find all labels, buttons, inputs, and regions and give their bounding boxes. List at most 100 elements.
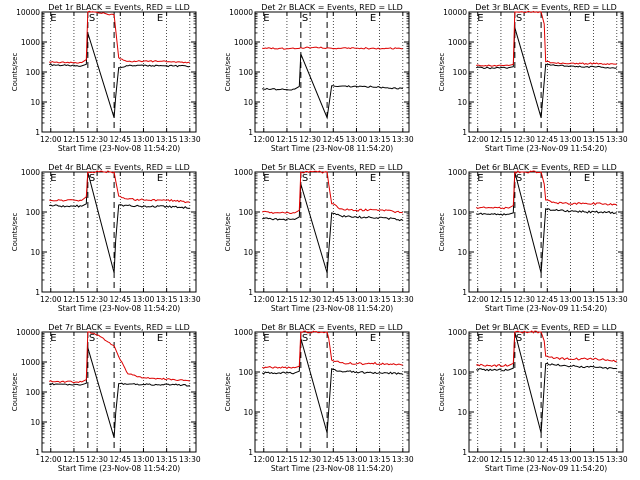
- x-tick-label: 13:15: [156, 295, 178, 304]
- chart-panel: 12:00 12:15 12:30 12:45 13:00 13:15 13:30 1 10 10…: [438, 3, 628, 153]
- chart-title: Det 2r BLACK = Events, RED = LLD: [261, 3, 403, 12]
- interval-marker: S: [89, 173, 95, 184]
- x-axis-label: Start Time (23-Nov-08 11:54:20): [58, 304, 180, 313]
- chart-panel: 12:00 12:15 12:30 12:45 13:00 13:15 13:30 1 10 10…: [11, 163, 201, 313]
- y-axis-label: Counts/sec: [438, 213, 446, 252]
- y-tick-label: 1: [462, 128, 467, 137]
- interval-marker: S: [516, 333, 522, 344]
- y-tick-label: 100: [26, 68, 41, 77]
- series-line-events: [476, 171, 617, 274]
- x-tick-label: 12:45: [322, 295, 344, 304]
- y-tick-label: 10: [30, 98, 40, 107]
- series-line-events: [262, 183, 404, 274]
- y-tick-label: 1000: [448, 328, 467, 337]
- y-tick-label: 1000: [21, 358, 40, 367]
- x-tick-label: 12:15: [490, 455, 512, 464]
- chart-title: Det 3r BLACK = Events, RED = LLD: [475, 3, 617, 12]
- x-tick-label: 12:45: [536, 295, 558, 304]
- chart-title: Det 4r BLACK = Events, RED = LLD: [48, 163, 190, 172]
- interval-marker: E: [370, 173, 376, 184]
- chart-title: Det 9r BLACK = Events, RED = LLD: [475, 323, 617, 332]
- x-tick-label: 12:30: [86, 455, 108, 464]
- chart-title: Det 6r BLACK = Events, RED = LLD: [475, 163, 617, 172]
- x-tick-label: 12:30: [299, 455, 321, 464]
- x-tick-label: 13:00: [346, 135, 368, 144]
- x-tick-label: 13:30: [392, 135, 414, 144]
- y-tick-label: 10: [457, 248, 467, 257]
- interval-marker: S: [302, 173, 308, 184]
- y-tick-label: 10: [30, 418, 40, 427]
- interval-marker: E: [50, 333, 56, 344]
- x-tick-label: 12:30: [86, 295, 108, 304]
- interval-marker: E: [477, 13, 483, 24]
- x-tick-label: 12:30: [299, 135, 321, 144]
- x-tick-label: 13:30: [179, 455, 201, 464]
- interval-marker: S: [302, 333, 308, 344]
- x-tick-label: 12:45: [109, 295, 131, 304]
- interval-marker: E: [157, 13, 163, 24]
- series-line-events: [49, 32, 190, 118]
- interval-marker: E: [584, 333, 590, 344]
- series-line-lld: [49, 331, 190, 384]
- x-tick-label: 12:45: [109, 135, 131, 144]
- series-line-events: [475, 331, 617, 434]
- interval-marker: S: [516, 173, 522, 184]
- x-tick-label: 12:00: [253, 135, 275, 144]
- x-tick-label: 13:30: [606, 135, 628, 144]
- series-line-lld: [49, 170, 190, 204]
- y-axis-label: Counts/sec: [438, 53, 446, 92]
- y-tick-label: 10: [457, 98, 467, 107]
- plot-frame: [468, 171, 624, 293]
- interval-marker: S: [89, 333, 95, 344]
- plot-frame: [254, 171, 410, 293]
- chart-title: Det 8r BLACK = Events, RED = LLD: [261, 323, 403, 332]
- y-tick-label: 10000: [229, 8, 253, 17]
- x-tick-label: 12:15: [63, 295, 85, 304]
- x-tick-label: 13:30: [179, 135, 201, 144]
- series-line-events: [49, 171, 190, 274]
- x-tick-label: 13:00: [560, 135, 582, 144]
- interval-marker: E: [477, 173, 483, 184]
- x-tick-label: 12:45: [322, 455, 344, 464]
- x-tick-label: 13:15: [156, 455, 178, 464]
- x-tick-label: 12:45: [322, 135, 344, 144]
- interval-marker: E: [263, 333, 269, 344]
- plot-frame: [254, 11, 410, 133]
- x-tick-label: 13:15: [369, 295, 391, 304]
- y-axis-label: Counts/sec: [11, 53, 19, 92]
- plot-frame: [41, 171, 197, 293]
- y-axis-label: Counts/sec: [224, 213, 232, 252]
- x-tick-label: 13:15: [583, 135, 605, 144]
- series-line-lld: [49, 10, 190, 64]
- x-tick-label: 12:45: [536, 455, 558, 464]
- y-tick-label: 100: [453, 208, 468, 217]
- y-tick-label: 1000: [234, 168, 253, 177]
- plot-frame: [468, 331, 624, 453]
- y-tick-label: 1000: [448, 38, 467, 47]
- y-tick-label: 100: [453, 68, 468, 77]
- interval-marker: E: [584, 173, 590, 184]
- y-tick-label: 10: [457, 408, 467, 417]
- series-line-events: [48, 347, 190, 438]
- interval-marker: S: [302, 13, 308, 24]
- plot-frame: [468, 11, 624, 133]
- x-tick-label: 12:15: [276, 135, 298, 144]
- x-tick-label: 13:15: [583, 295, 605, 304]
- x-tick-label: 13:30: [606, 455, 628, 464]
- x-tick-label: 12:15: [63, 455, 85, 464]
- y-tick-label: 1000: [21, 168, 40, 177]
- y-tick-label: 100: [239, 208, 254, 217]
- interval-marker: E: [157, 333, 163, 344]
- y-tick-label: 1: [35, 128, 40, 137]
- interval-marker: E: [50, 13, 56, 24]
- plot-frame: [41, 331, 197, 453]
- series-line-lld: [262, 170, 403, 215]
- interval-marker: E: [50, 173, 56, 184]
- x-axis-label: Start Time (23-Nov-09 11:54:20): [485, 464, 607, 473]
- x-axis-label: Start Time (23-Nov-09 11:54:20): [485, 144, 607, 153]
- x-tick-label: 12:00: [40, 455, 62, 464]
- y-tick-label: 1000: [21, 38, 40, 47]
- y-axis-label: Counts/sec: [11, 373, 19, 412]
- x-tick-label: 12:15: [276, 455, 298, 464]
- y-axis-label: Counts/sec: [438, 373, 446, 412]
